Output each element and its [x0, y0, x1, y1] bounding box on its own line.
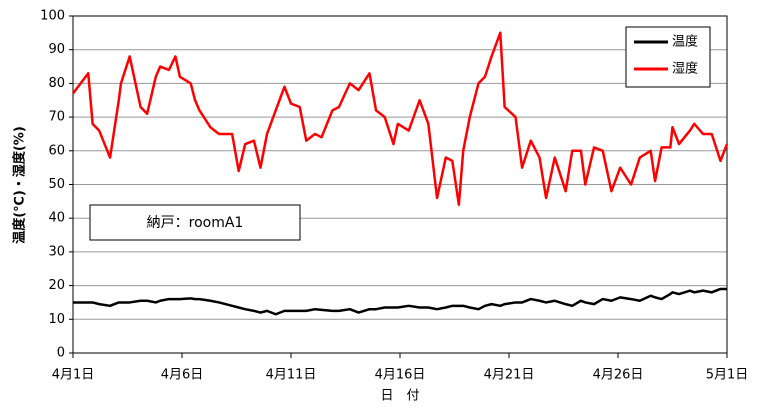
legend-label: 湿度	[672, 61, 698, 77]
x-tick-label: 4月6日	[161, 368, 204, 383]
plot-border	[72, 15, 728, 354]
x-tick-label: 5月1日	[706, 368, 749, 383]
series-line	[72, 31, 729, 206]
y-tick-label: 100	[40, 9, 65, 24]
x-tick-label: 4月21日	[484, 368, 535, 383]
y-tick-label: 20	[48, 278, 65, 293]
y-tick-label: 60	[48, 143, 65, 158]
x-axis-label: 日 付	[380, 389, 419, 404]
y-tick-label: 70	[48, 110, 65, 125]
y-axis-label: 温度(℃)・湿度(%)	[12, 126, 28, 244]
y-tick-label: 80	[48, 76, 65, 91]
x-tick-label: 4月26日	[593, 368, 644, 383]
y-tick-label: 90	[48, 42, 65, 57]
annotation-box	[89, 204, 301, 241]
legend-label: 温度	[672, 34, 698, 50]
series-line	[73, 287, 727, 316]
x-tick-label: 4月1日	[52, 368, 95, 383]
y-tick-label: 10	[48, 312, 65, 327]
annotation: 納戸：roomA1	[147, 215, 244, 231]
y-tick-label: 50	[48, 177, 65, 192]
x-tick-label: 4月11日	[266, 368, 317, 383]
y-tick-label: 40	[48, 211, 65, 226]
y-tick-label: 30	[48, 244, 65, 259]
y-tick-label: 0	[57, 346, 65, 361]
x-tick-label: 4月16日	[375, 368, 426, 383]
legend-box	[625, 26, 711, 88]
